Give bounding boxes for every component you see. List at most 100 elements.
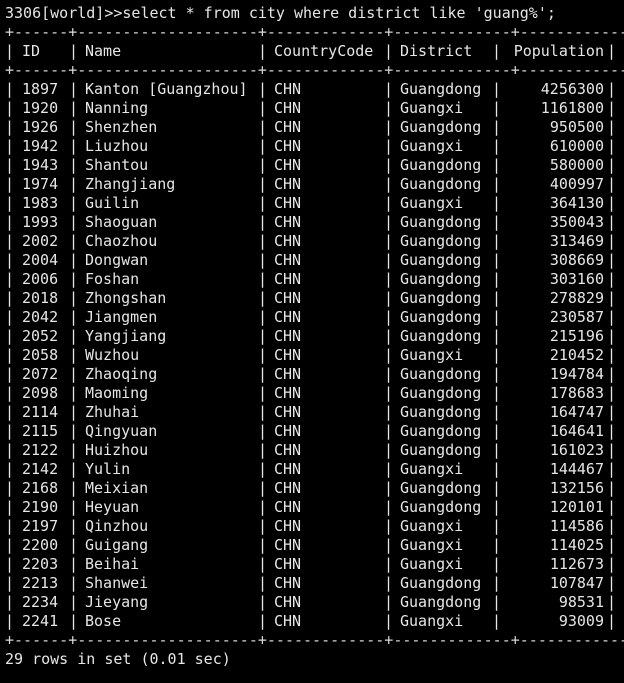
cell-id: 2197 xyxy=(22,517,59,535)
cell-district: Guangxi xyxy=(400,194,464,212)
cell-countrycode: CHN xyxy=(274,612,302,630)
cell-district: Guangdong xyxy=(400,498,482,516)
cell-district: Guangxi xyxy=(400,555,464,573)
cell-population: 114025 xyxy=(549,536,604,554)
cell-name: Shaoguan xyxy=(85,213,158,231)
cell-population: 194784 xyxy=(549,365,604,383)
cell-name: Liuzhou xyxy=(85,137,149,155)
cell-countrycode: CHN xyxy=(274,498,302,516)
cell-district: Guangdong xyxy=(400,574,482,592)
table-row: | | | | | | 2234 Jieyang CHN Guangdong 98531 xyxy=(5,593,617,611)
cell-name: Beihai xyxy=(85,555,140,573)
table-row: | | | | | | 2203 Beihai CHN Guangxi 112673 xyxy=(5,555,617,573)
cell-name: Jieyang xyxy=(85,593,149,611)
cell-name: Guilin xyxy=(85,194,140,212)
cell-district: Guangdong xyxy=(400,251,482,269)
table-row: | | | | | | 2241 Bose CHN Guangxi 93009 xyxy=(5,612,617,630)
cell-id: 1943 xyxy=(22,156,59,174)
cell-population: 400997 xyxy=(549,175,604,193)
cell-countrycode: CHN xyxy=(274,175,302,193)
table-row: | | | | | | 1983 Guilin CHN Guangxi 364130 xyxy=(5,194,617,212)
cell-population: 350043 xyxy=(549,213,604,231)
cell-countrycode: CHN xyxy=(274,137,302,155)
cell-district: Guangdong xyxy=(400,270,482,288)
cell-name: Qingyuan xyxy=(85,422,158,440)
cell-population: 215196 xyxy=(549,327,604,345)
cell-district: Guangdong xyxy=(400,80,482,98)
table-row: | | | | | | 2058 Wuzhou CHN Guangxi 210452 xyxy=(5,346,617,364)
cell-name: Kanton [Guangzhou] xyxy=(85,80,248,98)
cell-id: 2122 xyxy=(22,441,59,459)
cell-id: 2234 xyxy=(22,593,59,611)
table-row: | | | | | | 2197 Qinzhou CHN Guangxi 114586 xyxy=(5,517,617,535)
cell-population: 303160 xyxy=(549,270,604,288)
cell-population: 107847 xyxy=(549,574,604,592)
cell-district: Guangxi xyxy=(400,460,464,478)
cell-name: Guigang xyxy=(85,536,149,554)
cell-id: 2213 xyxy=(22,574,59,592)
cell-name: Zhongshan xyxy=(85,289,167,307)
cell-population: 364130 xyxy=(549,194,604,212)
cell-countrycode: CHN xyxy=(274,555,302,573)
cell-population: 93009 xyxy=(558,612,604,630)
cell-district: Guangdong xyxy=(400,175,482,193)
cell-countrycode: CHN xyxy=(274,517,302,535)
cell-id: 1920 xyxy=(22,99,59,117)
cell-population: 610000 xyxy=(549,137,604,155)
table-row: | | | | | | 2168 Meixian CHN Guangdong 132156 xyxy=(5,479,617,497)
header-district: District xyxy=(400,42,473,60)
cell-population: 950500 xyxy=(549,118,604,136)
cell-population: 164641 xyxy=(549,422,604,440)
cell-district: Guangxi xyxy=(400,346,464,364)
cell-population: 313469 xyxy=(549,232,604,250)
cell-id: 2142 xyxy=(22,460,59,478)
cell-id: 2018 xyxy=(22,289,59,307)
cell-district: Guangdong xyxy=(400,441,482,459)
cell-countrycode: CHN xyxy=(274,289,302,307)
table-row: | | | | | | 2213 Shanwei CHN Guangdong 107847 xyxy=(5,574,617,592)
cell-district: Guangdong xyxy=(400,327,482,345)
cell-id: 2006 xyxy=(22,270,59,288)
cell-id: 1974 xyxy=(22,175,59,193)
cell-population: 1161800 xyxy=(540,99,604,117)
cell-name: Huizhou xyxy=(85,441,149,459)
cell-id: 1942 xyxy=(22,137,59,155)
cell-population: 178683 xyxy=(549,384,604,402)
cell-name: Chaozhou xyxy=(85,232,158,250)
cell-id: 2072 xyxy=(22,365,59,383)
cell-countrycode: CHN xyxy=(274,156,302,174)
cell-district: Guangdong xyxy=(400,289,482,307)
cell-population: 210452 xyxy=(549,346,604,364)
cell-district: Guangxi xyxy=(400,517,464,535)
cell-name: Wuzhou xyxy=(85,346,140,364)
header-id: ID xyxy=(22,42,41,60)
cell-district: Guangxi xyxy=(400,99,464,117)
table-row: | | | | | | 2072 Zhaoqing CHN Guangdong 194784 xyxy=(5,365,617,383)
table-row: | | | | | | 2142 Yulin CHN Guangxi 144467 xyxy=(5,460,617,478)
cell-countrycode: CHN xyxy=(274,232,302,250)
table-row: | | | | | | 2006 Foshan CHN Guangdong 303160 xyxy=(5,270,617,288)
cell-id: 1897 xyxy=(22,80,59,98)
cell-id: 2190 xyxy=(22,498,59,516)
cell-district: Guangdong xyxy=(400,593,482,611)
table-row: | | | | | | 2018 Zhongshan CHN Guangdong 278829 xyxy=(5,289,617,307)
table-row: | | | | | | 2042 Jiangmen CHN Guangdong 230587 xyxy=(5,308,617,326)
cell-countrycode: CHN xyxy=(274,270,302,288)
cell-countrycode: CHN xyxy=(274,365,302,383)
cell-population: 164747 xyxy=(549,403,604,421)
cell-countrycode: CHN xyxy=(274,479,302,497)
cell-id: 1993 xyxy=(22,213,59,231)
cell-name: Shenzhen xyxy=(85,118,158,136)
cell-district: Guangdong xyxy=(400,213,482,231)
cell-population: 114586 xyxy=(549,517,604,535)
cell-countrycode: CHN xyxy=(274,308,302,326)
cell-name: Jiangmen xyxy=(85,308,158,326)
cell-district: Guangdong xyxy=(400,118,482,136)
cell-countrycode: CHN xyxy=(274,99,302,117)
cell-name: Nanning xyxy=(85,99,149,117)
cell-id: 2241 xyxy=(22,612,59,630)
cell-countrycode: CHN xyxy=(274,422,302,440)
cell-name: Qinzhou xyxy=(85,517,149,535)
cell-countrycode: CHN xyxy=(274,80,302,98)
table-row: | | | | | | 2200 Guigang CHN Guangxi 114025 xyxy=(5,536,617,554)
